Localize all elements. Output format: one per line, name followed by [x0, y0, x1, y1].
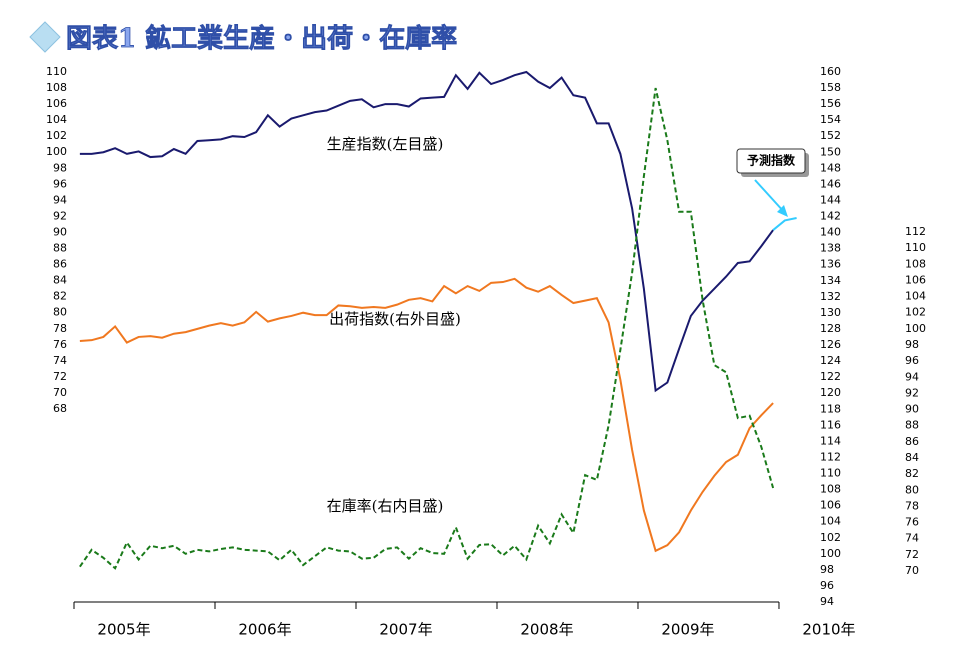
y-tick-label: 108 [46, 81, 67, 94]
y-tick-label: 106 [820, 499, 841, 512]
y-tick-label: 140 [820, 226, 841, 239]
y-tick-label: 106 [905, 273, 926, 286]
series-label: 在庫率(右内目盛) [327, 497, 444, 515]
y-tick-label: 160 [820, 65, 841, 78]
x-tick-label: 2007年 [379, 621, 432, 639]
y-tick-label: 92 [53, 209, 67, 222]
y-tick-label: 70 [905, 564, 919, 577]
y-tick-label: 136 [820, 258, 841, 271]
y-tick-label: 78 [905, 499, 919, 512]
y-tick-label: 68 [53, 402, 67, 415]
y-tick-label: 70 [53, 386, 67, 399]
y-tick-label: 94 [905, 370, 919, 383]
y-tick-label: 88 [53, 242, 67, 255]
y-tick-label: 72 [53, 370, 67, 383]
y-tick-label: 112 [820, 450, 841, 463]
series-line [79, 70, 774, 393]
y-tick-label: 74 [53, 354, 67, 367]
callout-label: 予測指数 [747, 153, 796, 168]
y-tick-label: 132 [820, 290, 841, 303]
y-tick-label: 80 [905, 483, 919, 496]
y-tick-label: 94 [820, 595, 834, 608]
y-tick-label: 98 [53, 161, 67, 174]
y-tick-label: 104 [905, 290, 926, 303]
y-tick-label: 96 [53, 177, 67, 190]
y-tick-label: 122 [820, 370, 841, 383]
y-tick-label: 126 [820, 338, 841, 351]
series-line [772, 217, 797, 231]
x-tick-label: 2009年 [661, 621, 714, 639]
y-tick-label: 158 [820, 81, 841, 94]
y-tick-label: 110 [905, 241, 926, 254]
y-tick-label: 86 [905, 435, 919, 448]
x-tick-label: 2006年 [238, 621, 291, 639]
y-tick-label: 138 [820, 242, 841, 255]
x-tick-label: 2005年 [97, 621, 150, 639]
series-line [79, 87, 775, 570]
y-tick-label: 74 [905, 532, 919, 545]
series-line [79, 277, 774, 553]
y-tick-label: 108 [820, 483, 841, 496]
y-tick-label: 100 [905, 322, 926, 335]
y-tick-label: 94 [53, 193, 67, 206]
y-tick-label: 150 [820, 145, 841, 158]
y-tick-label: 76 [905, 516, 919, 529]
y-tick-label: 118 [820, 402, 841, 415]
y-tick-label: 100 [46, 145, 67, 158]
y-tick-label: 98 [820, 563, 834, 576]
callout-arrowhead [777, 205, 788, 217]
y-tick-label: 110 [46, 65, 67, 78]
y-tick-label: 116 [820, 418, 841, 431]
x-tick-label: 2008年 [520, 621, 573, 639]
y-tick-label: 88 [905, 419, 919, 432]
y-tick-label: 100 [820, 547, 841, 560]
y-tick-label: 152 [820, 129, 841, 142]
x-tick-label: 2010年 [802, 621, 855, 639]
y-tick-label: 78 [53, 322, 67, 335]
title-icon [29, 21, 61, 53]
y-tick-label: 102 [820, 531, 841, 544]
y-tick-label: 90 [53, 225, 67, 238]
y-tick-label: 128 [820, 322, 841, 335]
y-tick-label: 80 [53, 306, 67, 319]
y-tick-label: 72 [905, 548, 919, 561]
series-label: 出荷指数(右外目盛) [329, 310, 461, 328]
y-tick-label: 82 [905, 467, 919, 480]
y-tick-label: 98 [905, 338, 919, 351]
y-tick-label: 114 [820, 434, 841, 447]
y-tick-label: 90 [905, 403, 919, 416]
y-tick-label: 124 [820, 354, 841, 367]
y-tick-label: 92 [905, 386, 919, 399]
y-tick-label: 130 [820, 306, 841, 319]
series-label: 生産指数(左目盛) [327, 135, 444, 153]
chart-title: 図表1 鉱工業生産・出荷・在庫率 [66, 23, 457, 54]
y-tick-label: 102 [905, 306, 926, 319]
y-tick-label: 142 [820, 210, 841, 223]
y-tick-label: 82 [53, 290, 67, 303]
y-tick-label: 86 [53, 258, 67, 271]
callout-arrow [754, 179, 786, 214]
y-tick-label: 144 [820, 193, 841, 206]
y-tick-label: 96 [905, 354, 919, 367]
y-tick-label: 112 [905, 225, 926, 238]
y-tick-label: 96 [820, 579, 834, 592]
y-tick-label: 134 [820, 274, 841, 287]
y-tick-label: 156 [820, 97, 841, 110]
y-tick-label: 148 [820, 161, 841, 174]
y-tick-label: 102 [46, 129, 67, 142]
callout-box [736, 148, 806, 174]
y-tick-label: 110 [820, 467, 841, 480]
y-tick-label: 104 [820, 515, 841, 528]
y-tick-label: 154 [820, 113, 841, 126]
y-tick-label: 104 [46, 113, 67, 126]
y-tick-label: 84 [905, 451, 919, 464]
y-tick-label: 120 [820, 386, 841, 399]
y-tick-label: 146 [820, 177, 841, 190]
y-tick-label: 106 [46, 97, 67, 110]
y-tick-label: 108 [905, 257, 926, 270]
y-tick-label: 84 [53, 274, 67, 287]
y-tick-label: 76 [53, 338, 67, 351]
